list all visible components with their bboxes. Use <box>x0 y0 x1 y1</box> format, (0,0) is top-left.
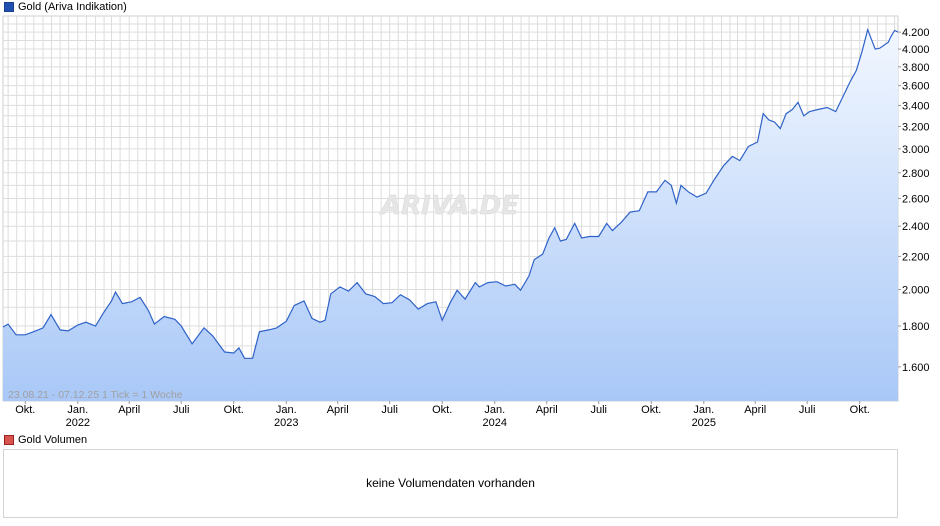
x-tick-label: Jan. <box>484 404 505 416</box>
price-line <box>2 27 899 359</box>
x-tick-label: Juli <box>173 404 190 416</box>
x-tick-label: April <box>744 404 766 416</box>
legend-volume-swatch <box>4 435 14 445</box>
x-tick-label: Okt. <box>15 404 35 416</box>
y-tick-label: 4.000 <box>902 44 930 56</box>
x-tick-label: Juli <box>381 404 398 416</box>
y-tick-label: 2.600 <box>902 193 930 205</box>
x-tick-label: Jan. <box>67 404 88 416</box>
x-tick-label: Okt. <box>224 404 244 416</box>
watermark: ARIVA.DE <box>379 191 519 221</box>
price-chart: ARIVA.DE 23.08.21 - 07.12.25 1 Tick = 1 W… <box>2 15 930 429</box>
x-tick-label: April <box>536 404 558 416</box>
y-tick-label: 1.800 <box>902 321 930 333</box>
x-tick-label: Juli <box>590 404 607 416</box>
x-tick-label: Jan. <box>693 404 714 416</box>
y-tick-label: 3.400 <box>902 100 930 112</box>
x-tick-year-label: 2023 <box>274 417 298 429</box>
x-tick-year-label: 2025 <box>692 417 716 429</box>
range-note: 23.08.21 - 07.12.25 1 Tick = 1 Woche <box>8 389 183 401</box>
y-tick-label: 4.200 <box>902 27 930 39</box>
y-tick-label: 1.600 <box>902 362 930 374</box>
x-tick-label: Okt. <box>641 404 661 416</box>
x-tick-label: Jan. <box>276 404 297 416</box>
legend-main: Gold (Ariva Indikation) <box>4 0 127 14</box>
x-tick-label: Juli <box>799 404 816 416</box>
y-tick-label: 2.200 <box>902 251 930 263</box>
volume-panel: keine Volumendaten vorhanden <box>3 449 898 518</box>
legend-volume: Gold Volumen <box>4 433 87 447</box>
y-tick-label: 2.400 <box>902 221 930 233</box>
y-tick-label: 3.800 <box>902 62 930 74</box>
x-tick-label: April <box>118 404 140 416</box>
y-tick-label: 2.000 <box>902 284 930 296</box>
price-area <box>3 29 898 401</box>
volume-empty-message: keine Volumendaten vorhanden <box>366 476 535 490</box>
legend-main-label: Gold (Ariva Indikation) <box>18 1 127 13</box>
legend-main-swatch <box>4 2 14 12</box>
x-tick-year-label: 2022 <box>66 417 90 429</box>
x-tick-label: Okt. <box>432 404 452 416</box>
y-tick-label: 3.200 <box>902 121 930 133</box>
y-tick-label: 3.600 <box>902 81 930 93</box>
x-tick-year-label: 2024 <box>483 417 507 429</box>
y-tick-label: 3.000 <box>902 144 930 156</box>
x-tick-label: Okt. <box>850 404 870 416</box>
x-tick-label: April <box>327 404 349 416</box>
y-tick-label: 2.800 <box>902 168 930 180</box>
legend-volume-label: Gold Volumen <box>18 434 88 446</box>
